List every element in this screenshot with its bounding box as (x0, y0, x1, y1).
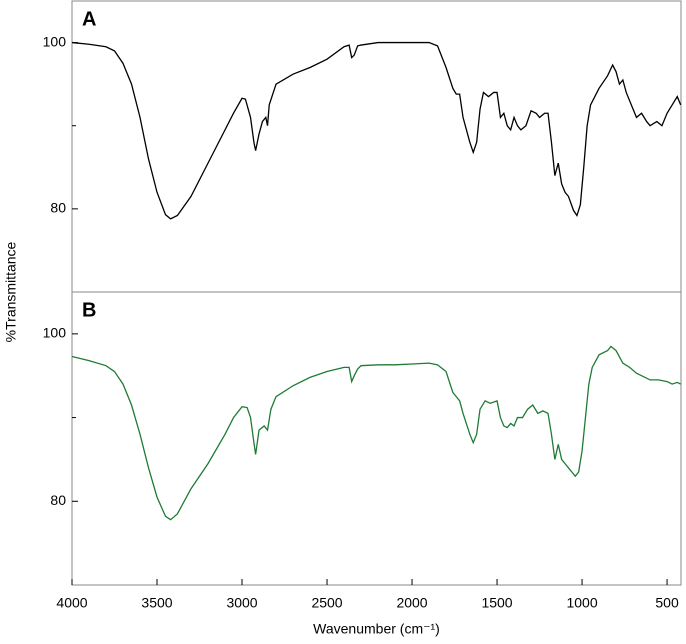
y-tick-label: 100 (43, 33, 67, 49)
x-tick-label: 1500 (481, 595, 512, 611)
x-tick-label: 2500 (311, 595, 342, 611)
y-tick-label: 80 (50, 492, 66, 508)
y-tick-label: 80 (50, 200, 66, 216)
x-tick-label: 3000 (226, 595, 257, 611)
panel-label: B (82, 299, 96, 321)
panel-frame (71, 0, 682, 293)
x-axis-label: Wavenumber (cm⁻¹) (313, 621, 440, 637)
y-tick-label: 100 (43, 325, 67, 341)
x-tick-label: 500 (655, 595, 679, 611)
panel-frame (71, 291, 682, 586)
x-tick-label: 2000 (396, 595, 427, 611)
panel-label: A (82, 8, 96, 30)
spectrum-line (71, 41, 682, 220)
x-tick-label: 4000 (56, 595, 87, 611)
y-axis-label: %Transmittance (3, 241, 19, 342)
spectrum-line (71, 345, 681, 521)
x-tick-label: 3500 (141, 595, 172, 611)
x-tick-label: 1000 (566, 595, 597, 611)
